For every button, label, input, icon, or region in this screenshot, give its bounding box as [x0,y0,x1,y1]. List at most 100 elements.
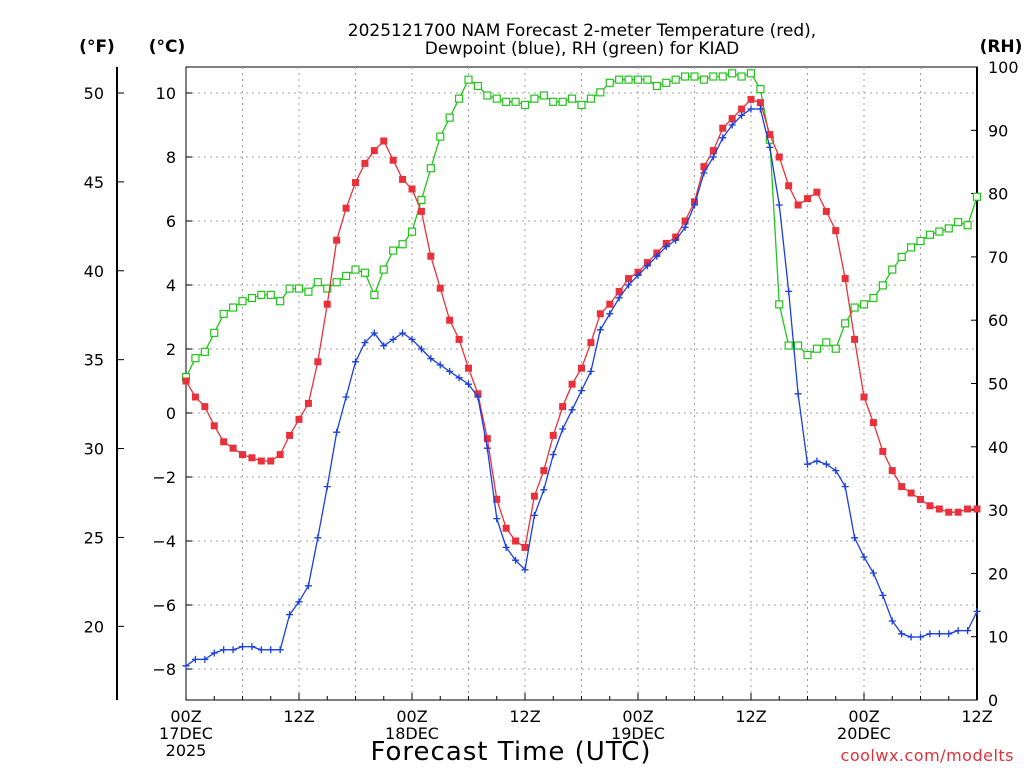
rh-point [294,284,304,293]
temperature-point [935,505,943,513]
dewpoint-point [643,262,651,270]
dewpoint-point [898,630,906,638]
temperature-point [756,99,764,107]
dewpoint-point [634,271,642,279]
rh-point [633,75,643,84]
temperature-point [370,147,378,155]
rh-point [972,192,982,201]
dewpoint-point [304,582,312,590]
temperature-point [380,137,388,145]
celsius-tick-label: 4 [166,276,176,295]
x-tick-label: 12Z [961,707,992,726]
rh-point [596,88,605,97]
temperature-point [502,524,510,532]
dewpoint-point [295,598,303,606]
x-tick-label: 00Z [848,707,879,726]
dewpoint-point [596,326,604,334]
temperature-point [738,105,746,113]
rh-point [690,72,699,81]
dewpoint-point [822,460,830,468]
dewpoint-point [549,451,557,459]
rh-tick-label: 0 [988,691,998,710]
x-axis-title: Forecast Time (UTC) [370,737,651,767]
temperature-point [333,236,341,244]
temperature-point [314,358,322,366]
dewpoint-point [239,643,246,651]
temperature-point [276,451,284,459]
dewpoint-point [756,105,764,113]
rh-point [718,72,727,81]
temperature-point [446,316,454,324]
rh-point [417,195,426,205]
rh-point [944,224,953,233]
temperature-point [681,217,689,225]
dewpoint-point [719,134,727,142]
temperature-point [399,175,407,183]
dewpoint-point [917,633,924,641]
temperature-point [869,419,877,427]
rh-point [426,164,435,173]
temperature-point [832,227,840,235]
dewpoint-point [964,627,972,635]
dewpoint-point [625,281,633,289]
dewpoint-point [804,460,811,468]
x-tick-label: 12Z [509,707,540,726]
temperature-point [578,364,585,372]
temperature-point [521,543,529,551]
dewpoint-point [700,169,708,177]
rh-point [793,341,803,350]
dewpoint-point [662,243,670,251]
fahrenheit-tick-label: 30 [84,440,104,459]
credit-label: coolwx.com/modelts [841,746,1014,765]
fahrenheit-tick-label: 50 [84,84,104,103]
temperature-point [587,339,595,347]
rh-point [784,341,793,350]
temperature-point [361,159,369,167]
dewpoint-point [182,662,190,670]
celsius-unit-label: (°C) [149,37,186,57]
rh-point [803,350,812,360]
rh-tick-label: 40 [988,438,1008,457]
rh-point [925,230,935,239]
dewpoint-point [728,121,736,129]
fahrenheit-tick-label: 40 [84,262,104,281]
celsius-tick-label: −6 [152,596,176,615]
rh-point [605,78,614,87]
dewpoint-point [483,444,491,452]
dewpoint-point [465,380,472,388]
rh-point [897,252,906,261]
temperature-point [973,505,981,513]
temperature-point [530,492,538,500]
rh-point [775,300,784,309]
dewpoint-point [681,223,689,231]
temperature-point [455,335,463,343]
plot-area [185,66,978,701]
temperature-point [615,287,623,295]
rh-point [445,113,454,122]
dewpoint-point [568,406,576,414]
rh-point [332,278,341,287]
temperature-point [559,403,567,411]
rh-point [954,217,963,227]
rh-point [728,69,737,78]
dewpoint-point [370,329,378,337]
temperature-point [898,483,906,491]
rh-tick-label: 30 [988,501,1008,520]
dewpoint-point [907,633,915,641]
dewpoint-point [286,611,294,619]
temperature-point [295,415,303,423]
rh-point [407,227,417,236]
fahrenheit-tick-label: 45 [84,173,104,192]
fahrenheit-tick-label: 20 [84,617,104,636]
dewpoint-point [220,646,228,654]
temperature-point [239,451,246,459]
rh-point [963,221,972,230]
dewpoint-point [832,467,840,475]
rh-point [285,284,294,293]
dewpoint-point [813,457,821,465]
rh-point [624,75,633,84]
dewpoint-point [747,105,755,113]
rh-point [869,293,878,303]
